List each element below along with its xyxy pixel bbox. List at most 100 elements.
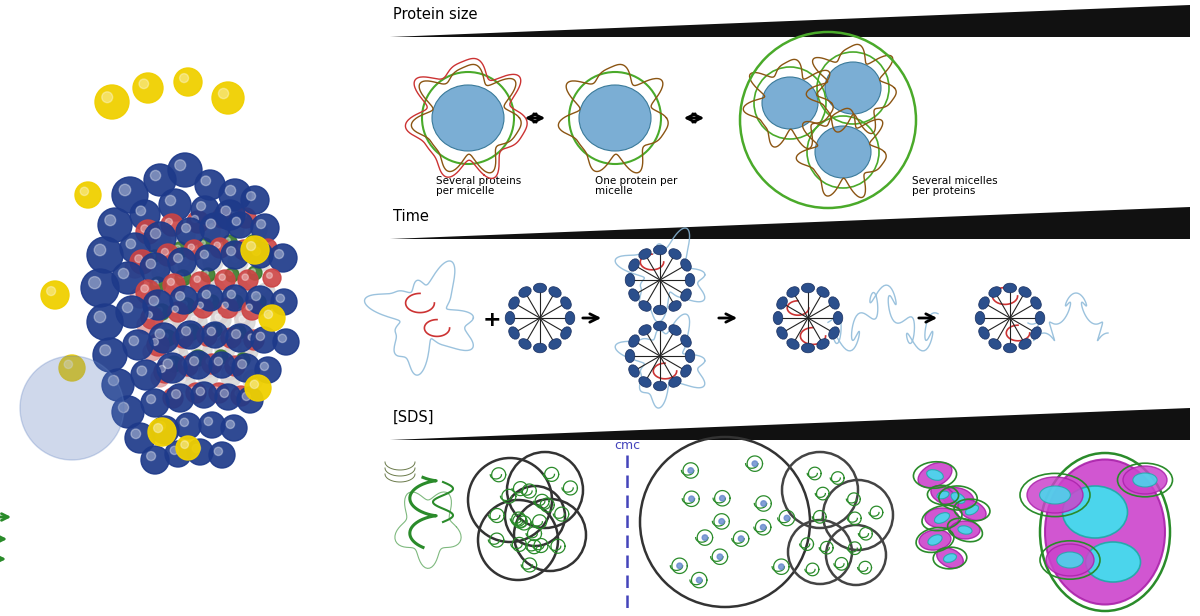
Circle shape bbox=[263, 243, 269, 248]
Ellipse shape bbox=[802, 283, 815, 293]
Circle shape bbox=[263, 269, 281, 287]
Circle shape bbox=[215, 311, 221, 317]
Circle shape bbox=[221, 241, 250, 269]
Circle shape bbox=[184, 351, 212, 379]
Ellipse shape bbox=[950, 493, 965, 503]
Circle shape bbox=[215, 357, 222, 365]
Circle shape bbox=[238, 360, 246, 368]
Polygon shape bbox=[390, 207, 1190, 239]
Circle shape bbox=[220, 274, 226, 280]
Circle shape bbox=[251, 269, 256, 274]
Circle shape bbox=[239, 316, 245, 322]
Circle shape bbox=[89, 277, 101, 289]
Ellipse shape bbox=[1003, 343, 1016, 353]
Circle shape bbox=[158, 365, 166, 373]
Circle shape bbox=[199, 412, 226, 438]
Circle shape bbox=[236, 353, 250, 367]
Circle shape bbox=[149, 296, 158, 306]
Circle shape bbox=[191, 196, 220, 224]
Ellipse shape bbox=[966, 505, 978, 515]
Circle shape bbox=[215, 200, 245, 230]
Circle shape bbox=[157, 244, 179, 266]
Circle shape bbox=[242, 392, 251, 400]
Circle shape bbox=[226, 324, 254, 352]
Circle shape bbox=[170, 446, 179, 455]
Circle shape bbox=[143, 290, 173, 320]
Ellipse shape bbox=[668, 249, 682, 259]
Circle shape bbox=[197, 339, 202, 344]
Circle shape bbox=[178, 332, 184, 338]
Ellipse shape bbox=[560, 327, 571, 339]
Ellipse shape bbox=[560, 297, 571, 309]
Circle shape bbox=[161, 286, 167, 293]
Circle shape bbox=[250, 221, 266, 239]
Ellipse shape bbox=[958, 500, 986, 521]
Circle shape bbox=[208, 323, 222, 337]
Circle shape bbox=[191, 316, 197, 322]
Ellipse shape bbox=[1031, 297, 1042, 309]
Ellipse shape bbox=[680, 365, 691, 377]
Circle shape bbox=[206, 358, 212, 365]
Ellipse shape bbox=[629, 365, 640, 377]
Circle shape bbox=[148, 418, 176, 446]
Ellipse shape bbox=[958, 526, 972, 534]
Circle shape bbox=[188, 244, 194, 250]
Circle shape bbox=[119, 402, 128, 413]
Circle shape bbox=[188, 308, 204, 324]
Circle shape bbox=[696, 577, 702, 583]
Circle shape bbox=[227, 290, 235, 299]
Circle shape bbox=[190, 350, 206, 366]
Circle shape bbox=[182, 285, 202, 305]
Text: Protein size: Protein size bbox=[394, 7, 478, 22]
Circle shape bbox=[244, 330, 264, 350]
Circle shape bbox=[212, 82, 244, 114]
Circle shape bbox=[266, 273, 272, 278]
Circle shape bbox=[204, 417, 212, 426]
Circle shape bbox=[64, 360, 72, 368]
Circle shape bbox=[689, 496, 695, 501]
Ellipse shape bbox=[1045, 460, 1165, 604]
Circle shape bbox=[175, 291, 185, 301]
Circle shape bbox=[238, 341, 258, 361]
Ellipse shape bbox=[653, 305, 667, 315]
Circle shape bbox=[205, 295, 220, 309]
Circle shape bbox=[146, 395, 156, 403]
Ellipse shape bbox=[928, 535, 942, 545]
Circle shape bbox=[187, 327, 192, 332]
Circle shape bbox=[181, 251, 187, 256]
Circle shape bbox=[222, 364, 238, 380]
Circle shape bbox=[154, 304, 170, 320]
Ellipse shape bbox=[833, 312, 842, 325]
Circle shape bbox=[116, 296, 148, 328]
Circle shape bbox=[168, 345, 188, 365]
Ellipse shape bbox=[989, 339, 1001, 349]
Ellipse shape bbox=[668, 301, 682, 311]
Circle shape bbox=[761, 524, 766, 530]
Circle shape bbox=[761, 501, 767, 506]
Circle shape bbox=[168, 248, 196, 276]
Circle shape bbox=[198, 238, 212, 252]
Ellipse shape bbox=[533, 343, 547, 353]
Circle shape bbox=[232, 256, 239, 262]
Circle shape bbox=[139, 79, 149, 89]
Circle shape bbox=[175, 413, 202, 439]
Ellipse shape bbox=[976, 312, 985, 325]
Ellipse shape bbox=[1039, 486, 1070, 504]
Circle shape bbox=[227, 420, 234, 429]
Circle shape bbox=[176, 218, 204, 246]
Circle shape bbox=[175, 160, 186, 171]
Ellipse shape bbox=[668, 376, 682, 387]
Circle shape bbox=[184, 324, 200, 340]
Ellipse shape bbox=[1062, 486, 1128, 538]
Circle shape bbox=[244, 341, 248, 346]
Ellipse shape bbox=[653, 245, 667, 255]
Circle shape bbox=[119, 184, 131, 196]
Ellipse shape bbox=[685, 349, 695, 363]
Circle shape bbox=[235, 312, 256, 332]
Ellipse shape bbox=[680, 259, 691, 271]
Circle shape bbox=[271, 289, 298, 315]
Circle shape bbox=[187, 439, 214, 465]
Ellipse shape bbox=[625, 349, 635, 363]
Ellipse shape bbox=[1019, 286, 1031, 298]
Circle shape bbox=[166, 219, 173, 225]
